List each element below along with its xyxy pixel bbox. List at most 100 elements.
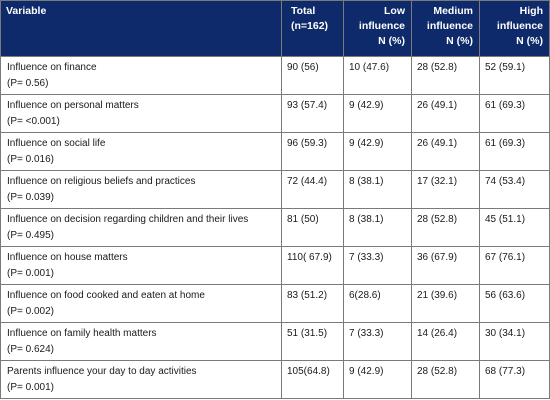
- medium-cell: 28 (52.8): [411, 360, 480, 399]
- variable-label: Parents influence your day to day activi…: [7, 366, 197, 377]
- high-cell: 74 (53.4): [479, 170, 550, 209]
- total-cell: 110( 67.9): [281, 246, 344, 285]
- low-value: 9 (42.9): [349, 366, 384, 377]
- variable-label: Influence on decision regarding children…: [7, 214, 249, 225]
- table-body: Influence on finance (P= 0.56) 90 (56) 10…: [0, 56, 550, 399]
- medium-cell: 28 (52.8): [411, 208, 480, 247]
- variable-label: Influence on social life: [7, 138, 106, 149]
- high-cell: 45 (51.1): [479, 208, 550, 247]
- medium-value: 28 (52.8): [417, 214, 458, 225]
- header-total-line-1: Total: [291, 5, 316, 17]
- high-cell: 52 (59.1): [479, 56, 550, 95]
- low-value: 7 (33.3): [349, 328, 384, 339]
- header-total-line-2: (n=162): [291, 20, 329, 32]
- header-medium-line-1: Medium: [433, 5, 473, 17]
- p-value: (P= 0.495): [7, 230, 54, 241]
- low-value: 6(28.6): [349, 290, 381, 301]
- medium-cell: 36 (67.9): [411, 246, 480, 285]
- high-value: 52 (59.1): [485, 62, 526, 73]
- low-cell: 7 (33.3): [343, 246, 412, 285]
- high-cell: 67 (76.1): [479, 246, 550, 285]
- header-low-influence: Low influence N (%): [343, 0, 412, 57]
- high-cell: 61 (69.3): [479, 94, 550, 133]
- p-value: (P= 0.016): [7, 154, 54, 165]
- total-cell: 96 (59.3): [281, 132, 344, 171]
- low-value: 8 (38.1): [349, 176, 384, 187]
- header-low-line-1: Low: [384, 5, 405, 17]
- table-header: Variable Total (n=162) Low influence N (…: [0, 0, 550, 57]
- variable-cell: Influence on house matters (P= 0.001): [0, 246, 282, 285]
- high-value: 74 (53.4): [485, 176, 526, 187]
- total-cell: 51 (31.5): [281, 322, 344, 361]
- low-cell: 8 (38.1): [343, 208, 412, 247]
- variable-cell: Influence on decision regarding children…: [0, 208, 282, 247]
- total-cell: 105(64.8): [281, 360, 344, 399]
- low-value: 8 (38.1): [349, 214, 384, 225]
- table-row: Influence on decision regarding children…: [0, 208, 550, 247]
- medium-value: 26 (49.1): [417, 138, 458, 149]
- total-value: 72 (44.4): [287, 176, 328, 187]
- medium-value: 26 (49.1): [417, 100, 458, 111]
- table-row: Influence on family health matters (P= 0.…: [0, 322, 550, 361]
- medium-value: 28 (52.8): [417, 366, 458, 377]
- table-row: Influence on personal matters (P= <0.001)…: [0, 94, 550, 133]
- variable-cell: Influence on finance (P= 0.56): [0, 56, 282, 95]
- header-medium-line-3: N (%): [446, 35, 473, 47]
- total-value: 51 (31.5): [287, 328, 328, 339]
- table-row: Influence on finance (P= 0.56) 90 (56) 10…: [0, 56, 550, 95]
- header-medium-influence: Medium influence N (%): [411, 0, 480, 57]
- medium-value: 28 (52.8): [417, 62, 458, 73]
- variable-cell: Influence on family health matters (P= 0.…: [0, 322, 282, 361]
- variable-label: Influence on religious beliefs and pract…: [7, 176, 196, 187]
- high-value: 30 (34.1): [485, 328, 526, 339]
- p-value: (P= 0.001): [7, 382, 54, 393]
- total-cell: 90 (56): [281, 56, 344, 95]
- medium-value: 21 (39.6): [417, 290, 458, 301]
- p-value: (P= 0.002): [7, 306, 54, 317]
- header-high-line-3: N (%): [516, 35, 543, 47]
- low-cell: 7 (33.3): [343, 322, 412, 361]
- low-value: 7 (33.3): [349, 252, 384, 263]
- p-value: (P= 0.039): [7, 192, 54, 203]
- total-value: 110( 67.9): [287, 252, 332, 263]
- total-cell: 83 (51.2): [281, 284, 344, 323]
- total-cell: 93 (57.4): [281, 94, 344, 133]
- high-cell: 30 (34.1): [479, 322, 550, 361]
- high-cell: 56 (63.6): [479, 284, 550, 323]
- total-cell: 81 (50): [281, 208, 344, 247]
- medium-value: 36 (67.9): [417, 252, 458, 263]
- high-cell: 68 (77.3): [479, 360, 550, 399]
- variable-cell: Influence on social life (P= 0.016): [0, 132, 282, 171]
- medium-value: 17 (32.1): [417, 176, 458, 187]
- variable-cell: Influence on religious beliefs and pract…: [0, 170, 282, 209]
- medium-cell: 28 (52.8): [411, 56, 480, 95]
- high-value: 68 (77.3): [485, 366, 526, 377]
- header-total: Total (n=162): [281, 0, 344, 57]
- total-value: 105(64.8): [287, 366, 330, 377]
- header-high-line-2: influence: [496, 20, 543, 32]
- high-value: 67 (76.1): [485, 252, 526, 263]
- low-value: 9 (42.9): [349, 138, 384, 149]
- total-cell: 72 (44.4): [281, 170, 344, 209]
- total-value: 83 (51.2): [287, 290, 328, 301]
- header-medium-line-2: influence: [426, 20, 473, 32]
- header-row: Variable Total (n=162) Low influence N (…: [0, 0, 550, 57]
- table-row: Influence on social life (P= 0.016) 96 (5…: [0, 132, 550, 171]
- p-value: (P= 0.001): [7, 268, 54, 279]
- table-row: Influence on religious beliefs and pract…: [0, 170, 550, 209]
- p-value: (P= 0.624): [7, 344, 54, 355]
- medium-cell: 21 (39.6): [411, 284, 480, 323]
- low-cell: 9 (42.9): [343, 94, 412, 133]
- low-value: 10 (47.6): [349, 62, 390, 73]
- high-value: 61 (69.3): [485, 100, 526, 111]
- variable-label: Influence on family health matters: [7, 328, 157, 339]
- high-cell: 61 (69.3): [479, 132, 550, 171]
- variable-label: Influence on finance: [7, 62, 97, 73]
- total-value: 81 (50): [287, 214, 319, 225]
- variable-label: Influence on house matters: [7, 252, 128, 263]
- medium-cell: 26 (49.1): [411, 94, 480, 133]
- low-cell: 10 (47.6): [343, 56, 412, 95]
- total-value: 96 (59.3): [287, 138, 328, 149]
- header-high-line-1: High: [519, 5, 543, 17]
